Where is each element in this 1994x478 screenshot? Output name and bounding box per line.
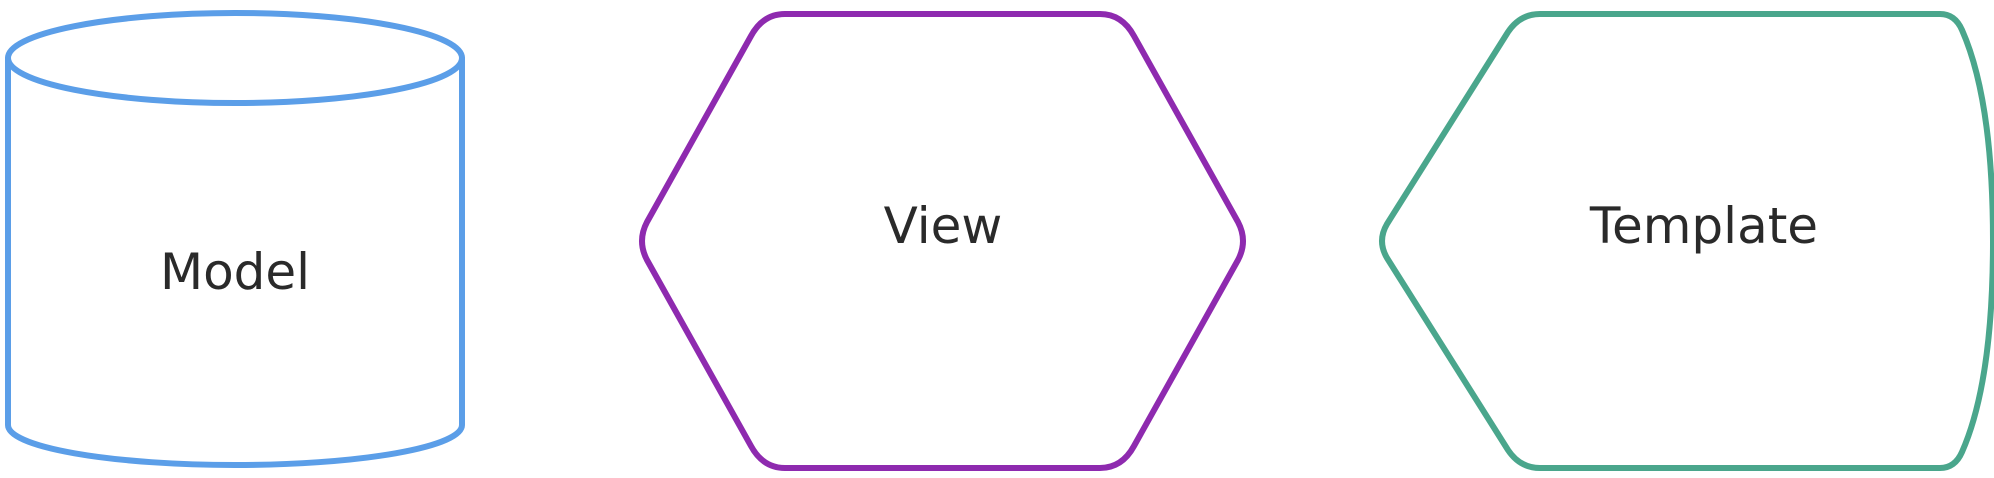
view-hexagon (639, 11, 1246, 471)
model-cylinder-body (5, 55, 465, 468)
template-display-shape (1379, 11, 1994, 471)
template-label: Template (1589, 197, 1818, 255)
template-node: Template (1379, 11, 1994, 471)
view-label: View (884, 197, 1003, 255)
model-cylinder-top (5, 10, 465, 106)
model-node: Model (5, 10, 465, 468)
model-label: Model (160, 243, 310, 301)
view-node: View (639, 11, 1246, 471)
